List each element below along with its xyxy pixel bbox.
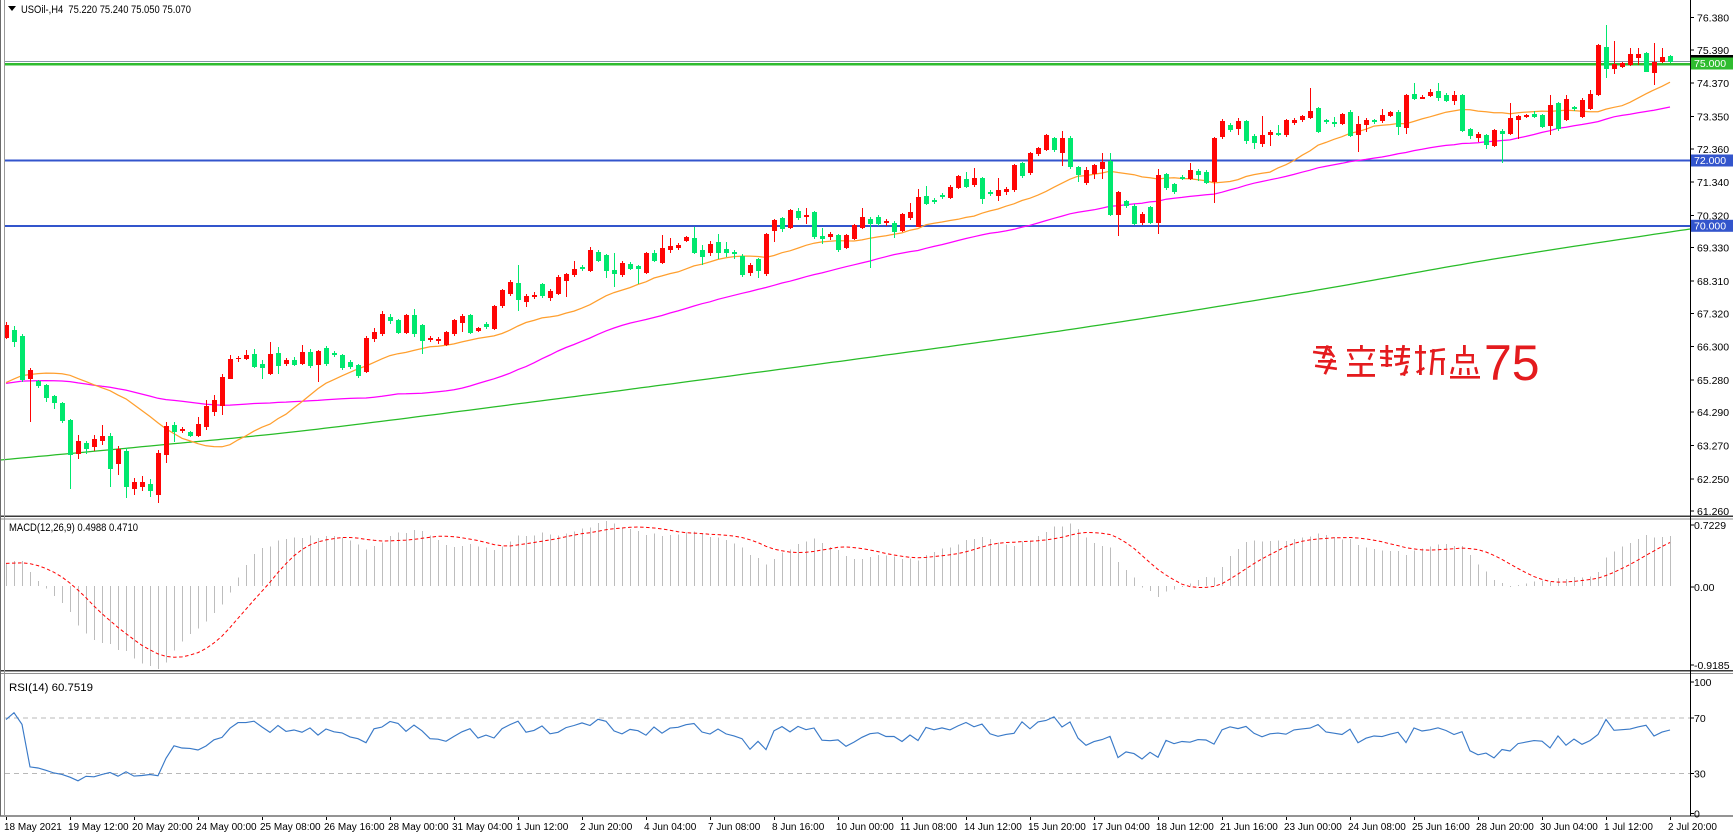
svg-text:62.250: 62.250 xyxy=(1697,474,1729,486)
svg-text:14 Jun 12:00: 14 Jun 12:00 xyxy=(964,822,1022,833)
svg-text:30 Jun 04:00: 30 Jun 04:00 xyxy=(1540,822,1598,833)
svg-text:18 Jun 12:00: 18 Jun 12:00 xyxy=(1156,822,1214,833)
svg-text:74.370: 74.370 xyxy=(1697,78,1729,90)
svg-text:4 Jun 04:00: 4 Jun 04:00 xyxy=(644,822,697,833)
svg-text:76.380: 76.380 xyxy=(1697,13,1729,25)
svg-text:26 May 16:00: 26 May 16:00 xyxy=(324,822,385,833)
svg-text:0: 0 xyxy=(1694,809,1700,821)
svg-text:28 Jun 20:00: 28 Jun 20:00 xyxy=(1476,822,1534,833)
svg-text:-0.9185: -0.9185 xyxy=(1694,660,1730,672)
svg-text:23 Jun 00:00: 23 Jun 00:00 xyxy=(1284,822,1342,833)
svg-text:20 May 20:00: 20 May 20:00 xyxy=(132,822,193,833)
svg-text:MACD(12,26,9) 0.4988 0.4710: MACD(12,26,9) 0.4988 0.4710 xyxy=(9,522,138,534)
svg-text:31 May 04:00: 31 May 04:00 xyxy=(452,822,513,833)
svg-text:69.330: 69.330 xyxy=(1697,243,1729,255)
svg-text:2 Jun 20:00: 2 Jun 20:00 xyxy=(580,822,633,833)
svg-text:70.320: 70.320 xyxy=(1697,210,1729,222)
svg-text:70.000: 70.000 xyxy=(1694,220,1726,232)
svg-text:66.300: 66.300 xyxy=(1697,342,1729,354)
svg-text:0.7229: 0.7229 xyxy=(1694,520,1726,532)
svg-text:USOil-,H4 75.220 75.240 75.05: USOil-,H4 75.220 75.240 75.050 75.070 xyxy=(21,4,191,16)
svg-text:7 Jun 08:00: 7 Jun 08:00 xyxy=(708,822,761,833)
svg-text:RSI(14) 60.7519: RSI(14) 60.7519 xyxy=(9,682,93,694)
svg-text:61.260: 61.260 xyxy=(1697,506,1729,518)
svg-text:25 May 08:00: 25 May 08:00 xyxy=(260,822,321,833)
svg-text:1 Jul 12:00: 1 Jul 12:00 xyxy=(1604,822,1653,833)
svg-text:18 May 2021: 18 May 2021 xyxy=(4,822,62,833)
svg-text:28 May 00:00: 28 May 00:00 xyxy=(388,822,449,833)
svg-text:72.360: 72.360 xyxy=(1697,144,1729,156)
svg-text:75.390: 75.390 xyxy=(1697,45,1729,57)
svg-text:25 Jun 16:00: 25 Jun 16:00 xyxy=(1412,822,1470,833)
svg-text:24 May 00:00: 24 May 00:00 xyxy=(196,822,257,833)
svg-text:63.270: 63.270 xyxy=(1697,441,1729,453)
svg-text:75: 75 xyxy=(1484,335,1540,391)
svg-text:30: 30 xyxy=(1694,769,1706,781)
svg-text:70: 70 xyxy=(1694,713,1706,725)
svg-text:67.320: 67.320 xyxy=(1697,308,1729,320)
svg-text:68.310: 68.310 xyxy=(1697,276,1729,288)
svg-text:71.340: 71.340 xyxy=(1697,177,1729,189)
svg-text:21 Jun 16:00: 21 Jun 16:00 xyxy=(1220,822,1278,833)
svg-text:17 Jun 04:00: 17 Jun 04:00 xyxy=(1092,822,1150,833)
svg-text:8 Jun 16:00: 8 Jun 16:00 xyxy=(772,822,825,833)
svg-text:10 Jun 00:00: 10 Jun 00:00 xyxy=(836,822,894,833)
svg-text:75.000: 75.000 xyxy=(1694,58,1726,70)
svg-text:0.00: 0.00 xyxy=(1694,582,1715,594)
svg-text:2 Jul 20:00: 2 Jul 20:00 xyxy=(1668,822,1717,833)
svg-text:19 May 12:00: 19 May 12:00 xyxy=(68,822,129,833)
svg-text:64.290: 64.290 xyxy=(1697,407,1729,419)
svg-text:15 Jun 20:00: 15 Jun 20:00 xyxy=(1028,822,1086,833)
svg-text:100: 100 xyxy=(1694,677,1712,689)
svg-text:73.350: 73.350 xyxy=(1697,111,1729,123)
svg-text:11 Jun 08:00: 11 Jun 08:00 xyxy=(900,822,958,833)
svg-text:24 Jun 08:00: 24 Jun 08:00 xyxy=(1348,822,1406,833)
svg-text:1 Jun 12:00: 1 Jun 12:00 xyxy=(516,822,569,833)
svg-text:65.280: 65.280 xyxy=(1697,375,1729,387)
svg-text:72.000: 72.000 xyxy=(1694,155,1726,167)
